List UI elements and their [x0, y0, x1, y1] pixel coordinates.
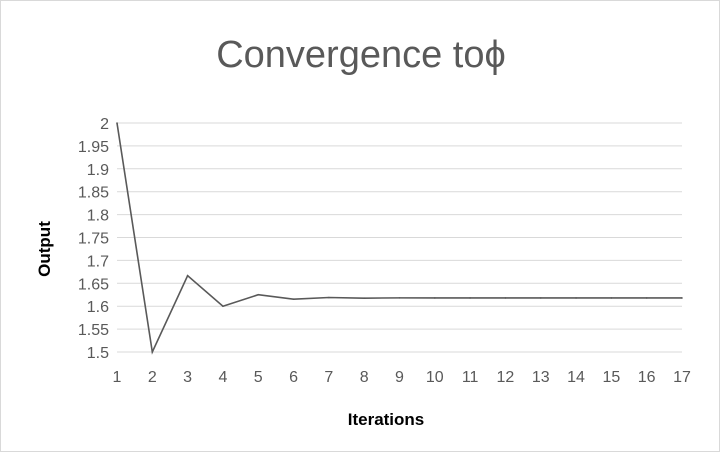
x-tick-label: 8	[360, 369, 369, 386]
x-tick-label: 3	[183, 369, 192, 386]
y-tick-label: 1.75	[78, 231, 109, 248]
x-tick-label: 6	[289, 369, 298, 386]
y-tick-label: 2	[100, 116, 109, 133]
x-tick-label: 4	[218, 369, 227, 386]
data-point	[222, 305, 224, 308]
data-point	[398, 297, 401, 299]
y-tick-label: 1.65	[78, 276, 109, 293]
data-point	[292, 298, 295, 300]
data-point	[539, 297, 542, 299]
x-tick-label: 7	[324, 369, 333, 386]
data-point	[434, 297, 436, 299]
x-tick-label: 12	[497, 369, 515, 386]
y-tick-label: 1.5	[87, 345, 109, 362]
x-tick-label: 1	[113, 369, 122, 386]
x-tick-labels: 1 2 3 4 5 6 7 8 9 10 11 12 13 14 15 16 17	[113, 369, 691, 386]
y-axis-title: Output	[35, 221, 54, 277]
chart-title: Convergence toϕ	[216, 34, 506, 76]
data-point	[116, 122, 118, 124]
y-tick-label: 1.9	[87, 162, 109, 179]
data-point	[645, 297, 648, 299]
data-point	[257, 293, 260, 296]
x-tick-label: 10	[426, 369, 444, 386]
y-tick-label: 1.95	[78, 139, 109, 156]
gridlines	[117, 122, 682, 353]
data-point	[681, 297, 683, 299]
x-tick-label: 15	[602, 369, 620, 386]
x-tick-label: 13	[532, 369, 550, 386]
x-tick-label: 11	[462, 369, 479, 386]
data-point	[328, 296, 330, 299]
data-point	[610, 297, 613, 299]
x-tick-label: 9	[395, 369, 404, 386]
x-tick-label: 16	[638, 369, 656, 386]
y-tick-label: 1.7	[87, 253, 109, 270]
x-tick-label: 14	[567, 369, 585, 386]
x-tick-label: 5	[254, 369, 263, 386]
data-point	[363, 297, 365, 299]
y-tick-label: 1.55	[78, 322, 109, 339]
data-point	[575, 297, 577, 299]
data-point	[151, 351, 154, 353]
x-tick-label: 17	[673, 369, 691, 386]
data-point	[469, 297, 471, 299]
y-tick-labels: 1.5 1.55 1.6 1.65 1.7 1.75 1.8 1.85 1.9 1.95 2	[78, 116, 109, 362]
series-lines	[116, 122, 683, 355]
data-point	[186, 274, 189, 277]
x-tick-label: 2	[148, 369, 157, 386]
y-tick-label: 1.85	[78, 185, 109, 202]
data-point	[504, 297, 507, 299]
x-axis-title: Iterations	[348, 410, 425, 429]
y-tick-label: 1.6	[87, 299, 109, 316]
y-tick-label: 1.8	[87, 208, 109, 225]
